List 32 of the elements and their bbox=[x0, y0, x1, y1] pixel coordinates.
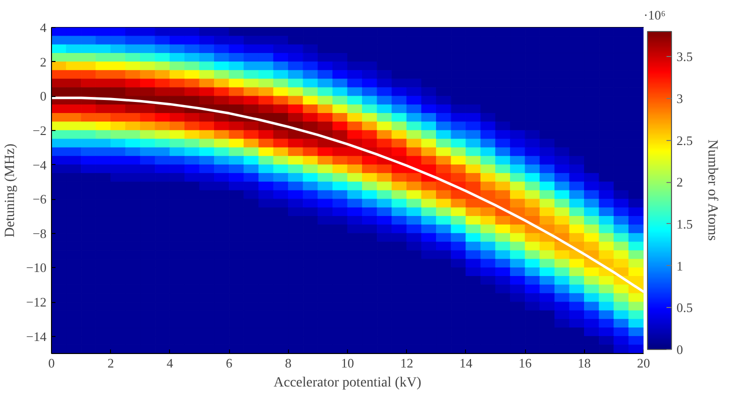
y-tick-label: −6 bbox=[32, 192, 47, 207]
x-tick-label: 8 bbox=[285, 356, 292, 370]
y-tick-label: 4 bbox=[40, 20, 47, 35]
y-tick-label: 0 bbox=[40, 88, 46, 104]
x-tick-label: 14 bbox=[459, 356, 473, 370]
y-axis-title: Detuning (MHz) bbox=[3, 143, 18, 238]
x-tick-label: 20 bbox=[637, 356, 650, 370]
x-axis-title: Accelerator potential (kV) bbox=[274, 376, 422, 390]
text: ·10⁶ bbox=[644, 8, 666, 22]
x-tick-label: 2 bbox=[107, 356, 114, 370]
color-bar-label: 0 bbox=[676, 342, 683, 357]
color-bar-label: 3 bbox=[676, 90, 683, 106]
x-tick-label: 16 bbox=[518, 356, 532, 370]
y-tick-label: −10 bbox=[26, 260, 47, 276]
x-tick-label: 18 bbox=[578, 356, 591, 370]
color-bar-label: 0.5 bbox=[676, 300, 693, 316]
color-bar-label: 1.5 bbox=[676, 216, 693, 232]
y-tick-label: 2 bbox=[40, 54, 46, 70]
color-bar-label: 1 bbox=[676, 258, 683, 274]
y-tick-label: −12 bbox=[26, 294, 47, 310]
x-tick-label: 4 bbox=[166, 356, 174, 370]
color-bar-label: 3.5 bbox=[676, 49, 693, 64]
y-tick-label: −14 bbox=[26, 328, 47, 344]
color-bar-label: 2.5 bbox=[676, 132, 693, 148]
x-tick-label: 6 bbox=[226, 356, 233, 370]
color-bar-title: Number of Atoms bbox=[704, 140, 720, 241]
y-tick-label: −4 bbox=[32, 157, 47, 172]
y-tick-label: −8 bbox=[32, 226, 47, 241]
x-tick-label: 12 bbox=[400, 356, 414, 370]
color-bar-label: 2 bbox=[676, 174, 683, 190]
x-tick-label: 10 bbox=[341, 356, 354, 370]
y-tick-label: −2 bbox=[32, 122, 47, 138]
